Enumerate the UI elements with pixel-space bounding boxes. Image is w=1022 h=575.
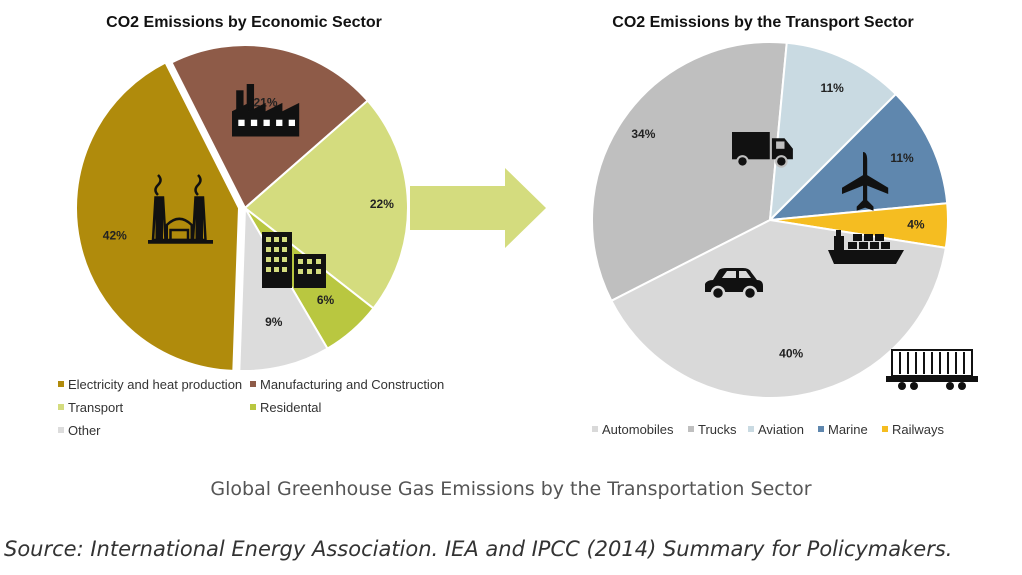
legend-item-transport: Transport	[58, 400, 124, 415]
legend-swatch	[58, 404, 64, 410]
legend-swatch	[748, 426, 754, 432]
legend-swatch	[250, 404, 256, 410]
legend-label: Transport	[68, 400, 124, 415]
legend-item-other: Other	[58, 423, 101, 438]
legend-swatch	[818, 426, 824, 432]
legend-item-trucks: Trucks	[688, 422, 737, 437]
slice-label-manufacturing-and-construction: 21%	[254, 95, 278, 109]
legend-label: Manufacturing and Construction	[260, 377, 444, 392]
slice-label-automobiles: 40%	[779, 347, 803, 361]
legend-label: Marine	[828, 422, 868, 437]
pie-slice-marine	[767, 92, 949, 222]
legend-swatch	[58, 427, 64, 433]
figure-caption: Global Greenhouse Gas Emissions by the T…	[210, 478, 812, 500]
train-icon	[885, 349, 979, 391]
source-citation: Source: International Energy Association…	[4, 537, 953, 561]
chart-title-transport: CO2 Emissions by the Transport Sector	[612, 14, 913, 31]
legend-item-aviation: Aviation	[748, 422, 804, 437]
legend-item-automobiles: Automobiles	[592, 422, 674, 437]
pie-economic-sector: 42% 21% 22% 6% 9%	[75, 44, 409, 372]
legend-item-residental: Residental	[250, 400, 322, 415]
legend-swatch	[882, 426, 888, 432]
slice-label-aviation: 11%	[820, 81, 844, 95]
legend-item-railways: Railways	[882, 422, 945, 437]
pie-slice-transport	[243, 99, 409, 310]
legend-label: Other	[68, 423, 101, 438]
legend-swatch	[58, 381, 64, 387]
legend-label: Residental	[260, 400, 322, 415]
legend-item-manufacturing-and-construction: Manufacturing and Construction	[250, 377, 444, 392]
legend-swatch	[688, 426, 694, 432]
pie-slice-other	[238, 204, 329, 372]
legend-label: Electricity and heat production	[68, 377, 242, 392]
legend-label: Trucks	[698, 422, 737, 437]
pie-transport-sector: 34% 11% 11% 4% 40%	[591, 41, 979, 399]
legend-economic: Electricity and heat production Manufactu…	[58, 377, 444, 438]
slice-label-railways: 4%	[907, 218, 925, 232]
pie-slice-aviation	[768, 41, 898, 223]
chart-title-economic: CO2 Emissions by Economic Sector	[106, 14, 382, 31]
legend-item-electricity-and-heat-production: Electricity and heat production	[58, 377, 242, 392]
pie-slice-automobiles	[610, 218, 947, 399]
legend-label: Automobiles	[602, 422, 674, 437]
legend-label: Railways	[892, 422, 945, 437]
legend-item-marine: Marine	[818, 422, 868, 437]
legend-transport: Automobiles Trucks Aviation Marine Railways	[592, 422, 945, 437]
slice-label-residental: 6%	[317, 293, 335, 307]
legend-label: Aviation	[758, 422, 804, 437]
arrow-right-icon	[410, 168, 546, 248]
slice-label-other: 9%	[265, 315, 283, 329]
slice-label-electricity-and-heat-production: 42%	[103, 228, 127, 242]
legend-swatch	[250, 381, 256, 387]
slice-label-transport: 22%	[370, 197, 394, 211]
slice-label-trucks: 34%	[631, 127, 655, 141]
slice-label-marine: 11%	[890, 151, 914, 165]
legend-swatch	[592, 426, 598, 432]
